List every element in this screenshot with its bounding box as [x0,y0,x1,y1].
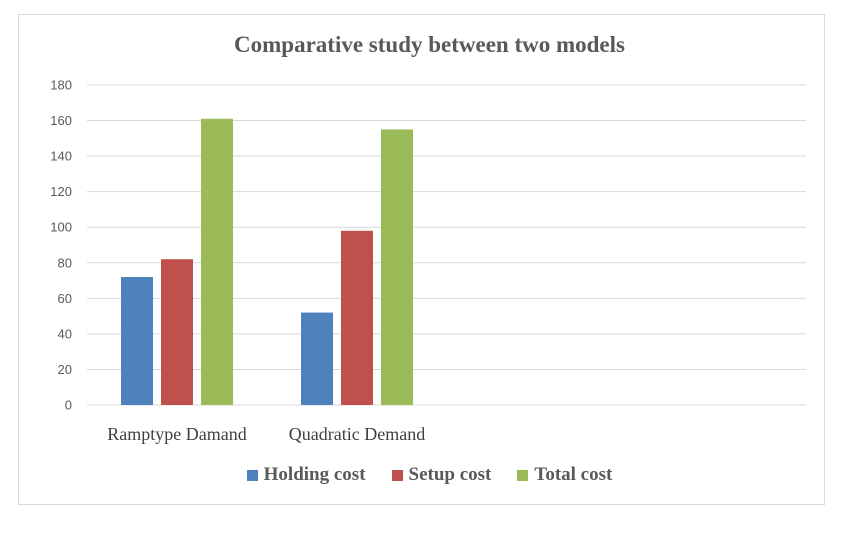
legend-item-total-cost: Total cost [517,464,612,486]
bar-total-cost-1 [201,118,233,406]
legend-label-holding-cost: Holding cost [263,464,366,485]
bar-holding-cost-2 [301,312,333,405]
y-tick-label: 40 [58,326,72,341]
legend-item-holding-cost: Holding cost [246,464,366,486]
y-tick-label: 120 [50,184,72,199]
y-tick-label: 0 [65,398,72,413]
legend-swatch-holding-cost [246,469,258,481]
chart-frame [18,14,825,505]
y-tick-label: 140 [50,149,72,164]
bars [121,118,413,406]
x-axis-categories: Ramptype Damand Quadratic Demand [107,424,425,444]
y-tick-label: 180 [50,78,72,93]
legend-label-setup-cost: Setup cost [408,464,492,485]
y-tick-label: 20 [58,362,72,377]
bar-holding-cost-1 [121,277,153,405]
bar-total-cost-2 [381,129,413,405]
chart-title: Comparative study between two models [234,32,625,57]
y-axis-ticks: 0 20 40 60 80 100 120 140 160 180 [50,78,72,413]
y-tick-label: 100 [50,220,72,235]
legend: Holding cost Setup cost Total cost [0,464,859,486]
y-tick-label: 80 [58,255,72,270]
bar-setup-cost-1 [161,259,193,405]
x-category-label: Ramptype Damand [107,424,246,444]
gridlines [87,84,806,406]
x-category-label: Quadratic Demand [289,424,425,444]
legend-item-setup-cost: Setup cost [391,464,492,486]
bar-setup-cost-2 [341,230,373,405]
y-tick-label: 160 [50,113,72,128]
legend-swatch-setup-cost [391,469,403,481]
y-tick-label: 60 [58,291,72,306]
legend-swatch-total-cost [517,469,529,481]
legend-label-total-cost: Total cost [534,464,613,485]
